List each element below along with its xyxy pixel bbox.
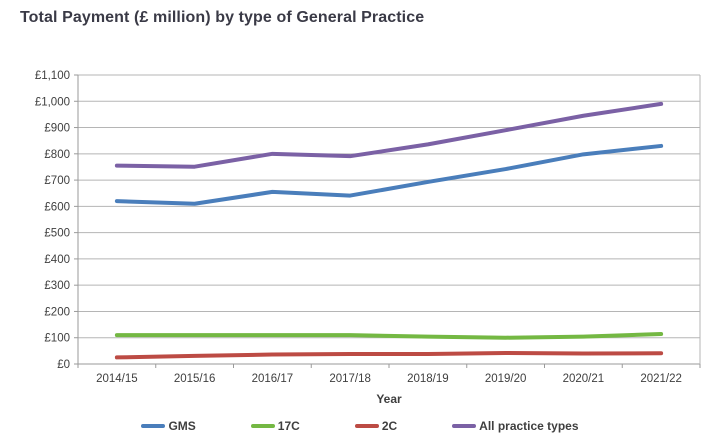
y-tick-label: £700 (44, 175, 70, 187)
x-axis-title: Year (376, 392, 402, 406)
y-tick-label: £900 (44, 123, 70, 135)
y-tick-label: £600 (44, 201, 70, 213)
x-tick-label: 2014/15 (96, 373, 138, 385)
x-tick-label: 2021/22 (640, 373, 682, 385)
legend-swatch (354, 424, 379, 428)
series-line-17c (114, 332, 664, 340)
y-tick-label: £200 (44, 306, 70, 318)
chart-legend: GMS 17C 2C All practice types (0, 419, 720, 433)
legend-label: 2C (381, 419, 398, 433)
y-tick-label: £400 (44, 254, 70, 266)
x-tick-label: 2016/17 (252, 373, 294, 385)
series-line-all-practice-types (114, 101, 664, 169)
legend-label: GMS (168, 419, 196, 433)
legend-label: All practice types (479, 419, 579, 433)
legend-label: 17C (277, 419, 300, 433)
y-tick-label: £300 (44, 280, 70, 292)
legend-swatch (250, 424, 275, 428)
legend-item-17c: 17C (250, 419, 300, 433)
legend-item-2c: 2C (354, 419, 398, 433)
legend-swatch (452, 424, 477, 428)
legend-swatch (141, 424, 166, 428)
chart-title: Total Payment (£ million) by type of Gen… (20, 9, 425, 26)
x-tick-label: 2020/21 (563, 373, 605, 385)
series-line-2c (114, 350, 664, 360)
series-line-gms (114, 143, 664, 206)
y-tick-label: £1,100 (35, 70, 70, 82)
x-tick-label: 2015/16 (174, 373, 216, 385)
y-tick-label: £800 (44, 149, 70, 161)
x-tick-label: 2019/20 (485, 373, 527, 385)
x-tick-label: 2018/19 (407, 373, 449, 385)
y-tick-label: £0 (57, 359, 70, 371)
y-tick-label: £1,000 (35, 96, 70, 108)
legend-item-all-practice-types: All practice types (452, 419, 579, 433)
legend-item-gms: GMS (141, 419, 196, 433)
x-tick-label: 2017/18 (329, 373, 371, 385)
y-tick-label: £500 (44, 228, 70, 240)
y-tick-label: £100 (44, 333, 70, 345)
